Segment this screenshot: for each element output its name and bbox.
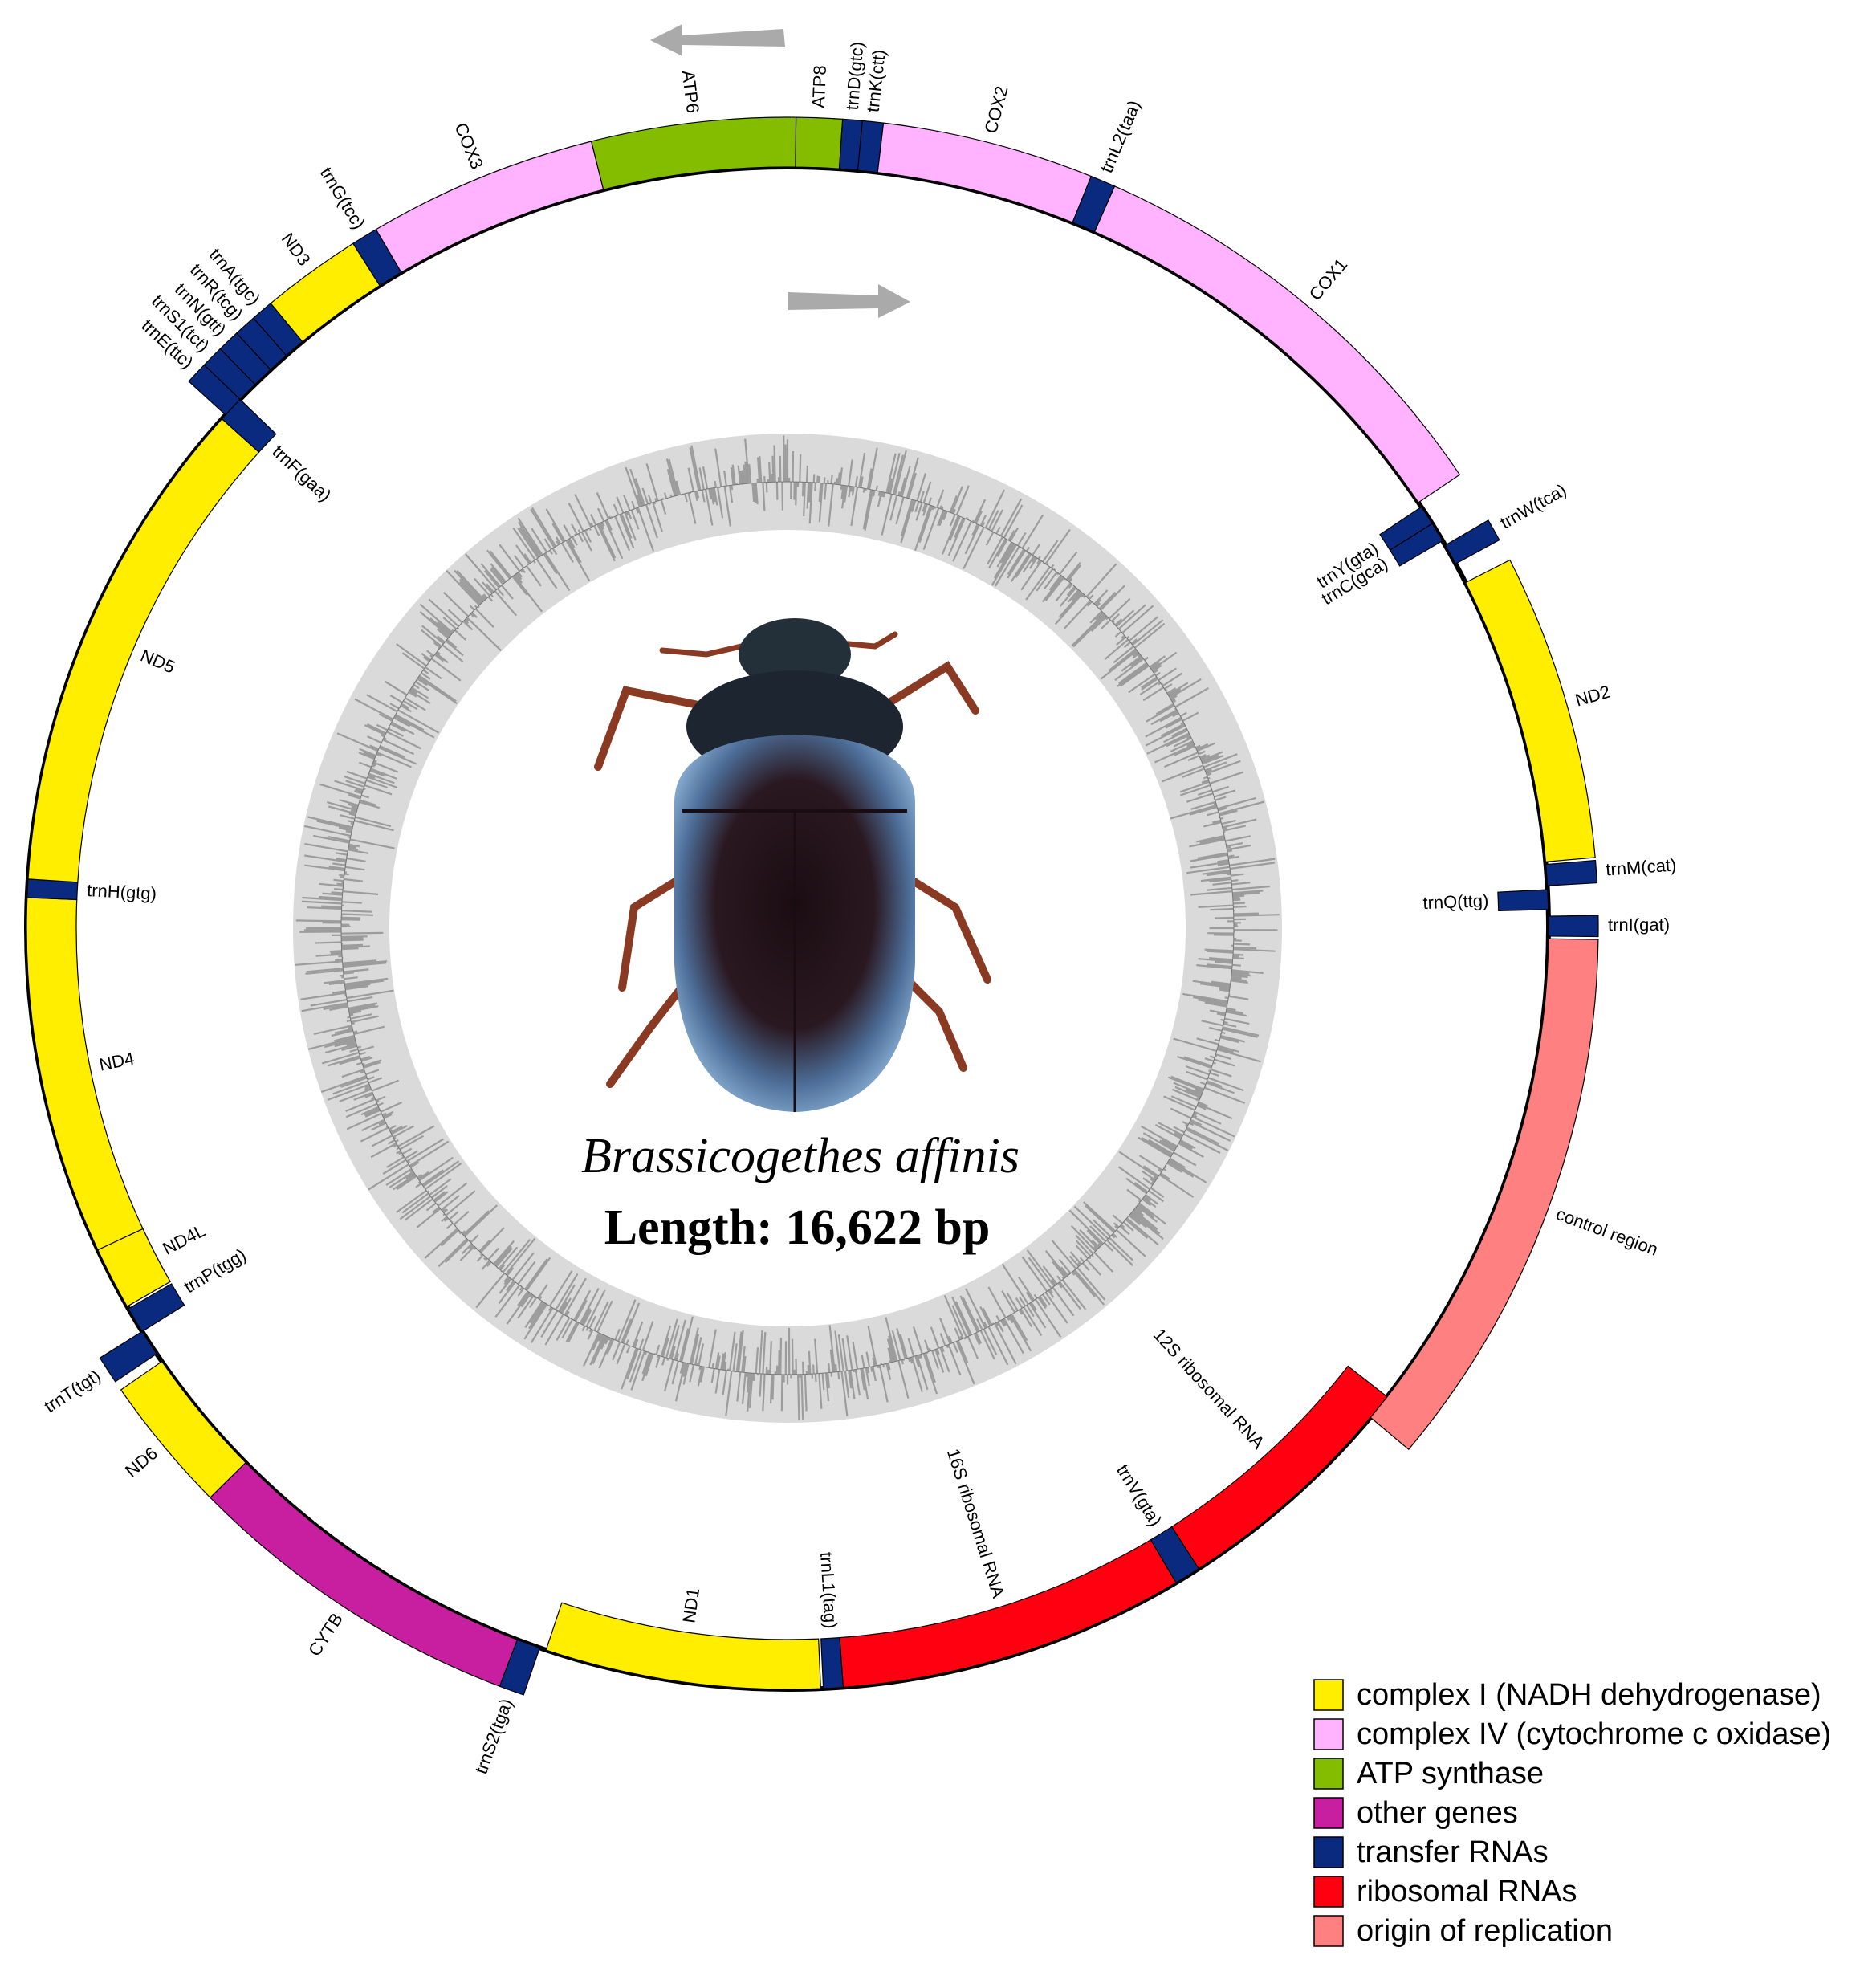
gene-block <box>26 897 144 1251</box>
legend-label: transfer RNAs <box>1357 1835 1549 1869</box>
gene-block <box>210 1461 519 1687</box>
gene-label: trnW(tca) <box>1496 480 1569 533</box>
gene-label: ND2 <box>1573 682 1612 711</box>
gene-block <box>795 116 844 169</box>
legend-swatch <box>1313 1679 1344 1711</box>
gene-block <box>1545 859 1598 886</box>
gene-block <box>1370 938 1599 1451</box>
gene-label: trnL1(tag) <box>816 1551 841 1629</box>
legend-label: ribosomal RNAs <box>1357 1875 1577 1909</box>
legend: complex I (NADH dehydrogenase) complex IV… <box>1313 1678 1831 1948</box>
gene-block <box>1548 915 1599 938</box>
gene-label: trnS2(tga) <box>470 1696 516 1776</box>
legend-swatch <box>1313 1915 1344 1947</box>
gene-label: trnT(tgt) <box>41 1366 104 1417</box>
legend-swatch <box>1313 1876 1344 1908</box>
gene-block <box>1497 889 1549 911</box>
gene-label: trnI(gat) <box>1608 915 1670 935</box>
gene-label: trnK(ctt) <box>863 48 889 112</box>
legend-swatch <box>1313 1718 1344 1750</box>
legend-swatch <box>1313 1836 1344 1868</box>
legend-label: complex I (NADH dehydrogenase) <box>1357 1678 1821 1712</box>
gene-label: ATP8 <box>808 65 830 108</box>
gc-mid-line <box>340 481 1235 1375</box>
legend-label: ATP synthase <box>1357 1757 1544 1790</box>
gene-label: ATP6 <box>678 69 703 114</box>
genome-length: Length: 16,622 bp <box>604 1200 991 1255</box>
gene-label: CYTB <box>304 1609 347 1660</box>
legend-label: origin of replication <box>1357 1914 1613 1948</box>
legend-swatch <box>1313 1797 1344 1829</box>
beetle-image <box>594 618 991 1112</box>
gene-block <box>1444 519 1500 565</box>
gene-label: trnP(tgg) <box>181 1245 250 1297</box>
gene-block <box>590 116 797 190</box>
gene-block <box>1093 185 1461 503</box>
gene-block <box>877 122 1093 223</box>
gene-label: ND4L <box>160 1220 209 1259</box>
gene-block <box>1464 559 1596 863</box>
gene-block <box>820 1636 844 1689</box>
gene-label: 12S ribosomal RNA <box>1150 1325 1269 1453</box>
gene-label: trnH(gtg) <box>87 880 157 904</box>
gene-label: 16S ribosomal RNA <box>943 1446 1009 1600</box>
gene-block <box>375 141 604 273</box>
gene-label: trnQ(ttg) <box>1422 890 1489 913</box>
legend-label: other genes <box>1357 1796 1518 1830</box>
gene-block <box>839 1539 1177 1689</box>
gene-label: ND5 <box>137 646 177 678</box>
gene-label: ND6 <box>121 1443 161 1481</box>
gene-label: COX3 <box>450 120 487 172</box>
gene-label: COX1 <box>1305 255 1352 304</box>
legend-swatch <box>1313 1758 1344 1790</box>
species-name: Brassicogethes affinis <box>581 1129 1020 1183</box>
gene-block <box>128 1283 185 1333</box>
gene-label: ND1 <box>678 1587 703 1624</box>
legend-label: complex IV (cytochrome c oxidase) <box>1357 1717 1831 1751</box>
gene-block <box>545 1602 821 1690</box>
gene-label: trnG(tcc) <box>316 164 369 233</box>
gene-label: control region <box>1553 1204 1661 1260</box>
gene-label: trnL2(taa) <box>1097 97 1145 176</box>
gene-label: trnV(gta) <box>1113 1460 1166 1530</box>
gc-skew-ring <box>293 434 1282 1423</box>
gene-block <box>1389 523 1443 567</box>
gene-label: ND4 <box>97 1048 136 1074</box>
gene-block <box>120 1360 246 1499</box>
gene-label: COX2 <box>980 84 1011 136</box>
strand-arrows <box>650 24 910 318</box>
gene-label: trnF(gaa) <box>268 442 335 506</box>
gene-label: trnM(cat) <box>1606 854 1678 879</box>
gene-label: ND3 <box>278 229 315 269</box>
